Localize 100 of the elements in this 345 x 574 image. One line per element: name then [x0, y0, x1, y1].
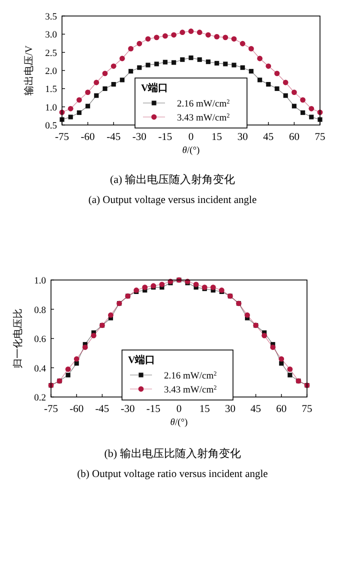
point [248, 68, 254, 74]
point [223, 62, 228, 66]
point [102, 86, 108, 91]
point [76, 97, 82, 103]
point [86, 104, 90, 108]
x-tick-label: -60 [80, 132, 95, 143]
x-tick-label: 0 [188, 132, 194, 143]
x-tick-label: 75 [314, 132, 326, 143]
legend-title: V端口 [141, 82, 168, 94]
y-tick-label: 3.5 [45, 12, 58, 22]
point [193, 282, 199, 288]
point [146, 62, 150, 68]
point [142, 284, 148, 290]
legend-label: 2.16 mW/cm$^{2}$ [164, 370, 217, 382]
point [74, 356, 80, 362]
point [266, 82, 271, 87]
point [65, 366, 71, 372]
point [145, 36, 151, 42]
x-tick-label: -45 [106, 132, 121, 143]
point [137, 65, 142, 70]
point [197, 57, 202, 62]
point [162, 60, 168, 64]
point [180, 30, 186, 36]
point [309, 114, 314, 120]
point [180, 57, 185, 62]
point [232, 62, 236, 68]
point [244, 312, 250, 318]
point [159, 282, 165, 288]
point [292, 104, 296, 108]
point [258, 78, 262, 82]
point [266, 63, 272, 69]
y-tick-label: 0.6 [34, 335, 46, 345]
point [300, 97, 306, 103]
y-tick-label: 1.5 [45, 85, 58, 96]
point [68, 114, 73, 120]
point [172, 60, 176, 65]
x-tick-label: 45 [250, 404, 262, 415]
point [214, 34, 220, 40]
y-tick-label: 0.8 [34, 306, 46, 316]
point [308, 106, 314, 112]
y-tick-label: 2.0 [45, 67, 58, 77]
point [171, 32, 176, 38]
x-axis-title: θ/(°) [182, 146, 200, 156]
y-axis-title: 归一化电压比 [12, 308, 24, 368]
point [278, 356, 284, 362]
point [231, 36, 237, 42]
x-tick-label: 45 [263, 132, 274, 143]
point [206, 59, 210, 64]
legend-label: 2.16 mW/cm$^{2}$ [177, 98, 230, 110]
point [240, 40, 246, 46]
point [94, 93, 99, 98]
point [270, 344, 276, 350]
point [128, 68, 134, 74]
x-tick-label: -15 [146, 404, 160, 415]
x-tick-label: 60 [288, 132, 300, 143]
point [262, 332, 268, 338]
text: (a) Output voltage versus incident angle [88, 195, 257, 206]
point [288, 372, 292, 378]
x-tick-label: 15 [212, 132, 222, 143]
point [257, 56, 262, 62]
y-tick-label: 0.4 [34, 364, 46, 374]
point [76, 110, 82, 115]
y-tick-label: 1.0 [34, 276, 46, 286]
point [110, 63, 116, 69]
x-tick-label: -75 [44, 404, 58, 415]
point [240, 65, 245, 70]
x-tick-label: 75 [302, 404, 312, 415]
point [222, 34, 228, 40]
point [292, 90, 297, 95]
point [154, 62, 159, 66]
point [68, 106, 74, 112]
x-tick-label: -60 [70, 404, 84, 415]
text: (a) 输出电压随入射角变化 [110, 173, 235, 186]
x-tick-label: 30 [224, 404, 236, 415]
point [66, 372, 70, 378]
point [274, 70, 280, 76]
point [274, 86, 280, 91]
x-tick-label: 15 [199, 404, 210, 415]
legend-label: 3.43 mW/cm$^{2}$ [177, 112, 230, 124]
point [94, 80, 100, 86]
y-tick-label: 1.0 [45, 103, 58, 114]
point [102, 70, 108, 76]
y-axis-title: 输出电压/V [23, 44, 35, 96]
point [82, 344, 88, 350]
y-tick-label: 2.5 [45, 48, 58, 59]
x-tick-label: -30 [132, 132, 146, 143]
text: (b) 输出电压比随入射角变化 [104, 447, 241, 460]
point [85, 90, 90, 95]
point [282, 80, 288, 86]
point [90, 332, 96, 338]
point [128, 46, 134, 52]
point [136, 40, 142, 46]
y-tick-label: 0.5 [45, 122, 58, 132]
x-tick-label: -15 [158, 132, 172, 143]
x-tick-label: 60 [276, 404, 287, 415]
legend-title: V端口 [128, 354, 156, 366]
point [196, 30, 202, 36]
text: (b) Output voltage ratio versus incident angle [77, 469, 268, 480]
point [108, 312, 114, 318]
x-tick-label: 0 [176, 404, 182, 415]
